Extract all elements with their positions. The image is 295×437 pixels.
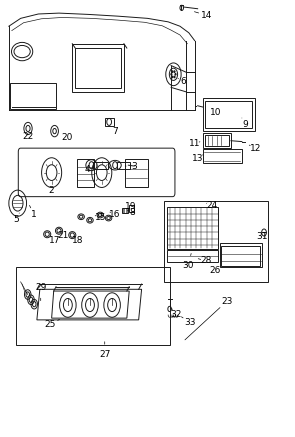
Bar	[72, 44, 124, 92]
Circle shape	[171, 73, 172, 75]
Text: 7: 7	[112, 127, 118, 135]
Text: 19: 19	[125, 202, 136, 211]
Text: 5: 5	[13, 215, 19, 224]
Bar	[205, 101, 252, 128]
Bar	[167, 250, 218, 262]
Text: 3: 3	[131, 162, 137, 170]
Bar	[93, 162, 108, 169]
Text: 21: 21	[58, 232, 69, 240]
Bar	[75, 48, 121, 88]
Text: 20: 20	[62, 133, 73, 142]
Text: 30: 30	[183, 261, 194, 270]
Text: 14: 14	[201, 11, 212, 20]
Text: 11: 11	[189, 139, 200, 148]
Bar	[205, 135, 229, 146]
Bar	[167, 207, 218, 249]
Bar	[164, 201, 268, 282]
Circle shape	[174, 71, 175, 73]
Circle shape	[172, 76, 173, 78]
Text: 29: 29	[35, 283, 46, 292]
Text: 9: 9	[242, 120, 248, 129]
Bar	[221, 246, 260, 266]
Bar	[220, 243, 262, 267]
Text: 26: 26	[209, 266, 220, 274]
Bar	[122, 208, 128, 213]
Bar	[203, 133, 231, 148]
Text: 25: 25	[45, 320, 56, 329]
Text: 24: 24	[206, 201, 217, 210]
Text: 15: 15	[95, 213, 106, 222]
Circle shape	[174, 76, 175, 78]
Text: 13: 13	[192, 154, 203, 163]
Text: 4: 4	[84, 165, 90, 174]
Text: 2: 2	[49, 187, 55, 195]
Bar	[125, 159, 148, 187]
Bar	[77, 159, 94, 187]
Text: 6: 6	[180, 77, 186, 86]
Bar	[16, 267, 170, 345]
Text: 32: 32	[171, 310, 182, 319]
Text: 33: 33	[185, 318, 196, 327]
Bar	[129, 205, 134, 212]
Bar	[10, 83, 56, 109]
Circle shape	[175, 73, 176, 75]
Text: 27: 27	[99, 350, 110, 359]
Circle shape	[172, 71, 173, 73]
Bar	[203, 98, 255, 131]
Bar	[117, 162, 130, 169]
Text: 22: 22	[22, 132, 34, 141]
Text: 12: 12	[250, 144, 261, 153]
Text: 18: 18	[73, 236, 84, 245]
Text: 23: 23	[221, 297, 232, 306]
Text: 16: 16	[109, 210, 121, 218]
Text: 10: 10	[210, 108, 221, 117]
Text: 17: 17	[49, 236, 60, 245]
Text: 1: 1	[31, 210, 37, 218]
Text: 31: 31	[256, 232, 268, 241]
Bar	[105, 118, 114, 126]
Text: 8: 8	[130, 208, 136, 217]
Text: 28: 28	[200, 257, 212, 265]
